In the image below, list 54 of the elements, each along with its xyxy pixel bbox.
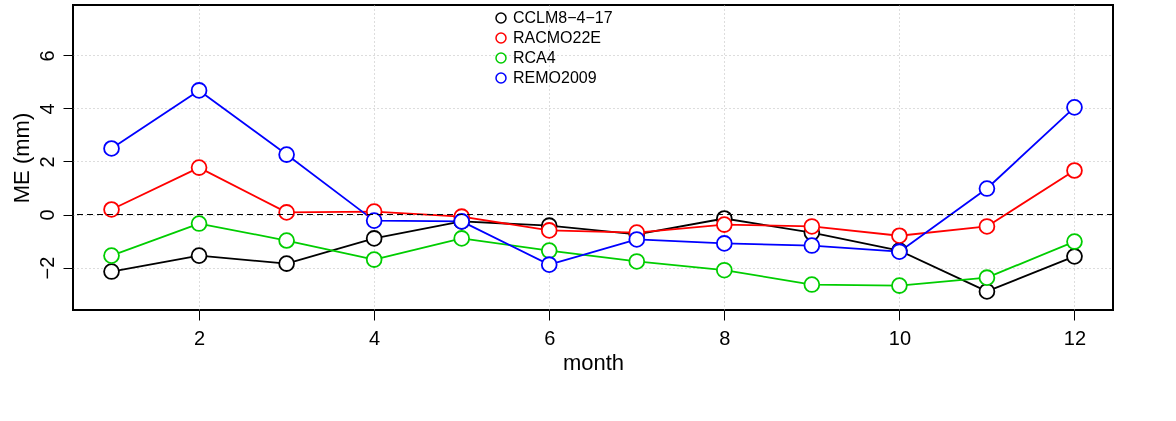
point [540, 222, 558, 239]
point [1066, 162, 1083, 179]
point [1066, 248, 1083, 265]
point [278, 232, 295, 249]
point [540, 256, 558, 273]
point [190, 215, 208, 232]
point [103, 247, 120, 264]
point [803, 237, 821, 254]
point [365, 251, 383, 268]
x-axis-title: month [562, 349, 625, 375]
point [628, 231, 646, 248]
point [978, 218, 996, 235]
point [103, 140, 120, 157]
x-tick-label: 4 [369, 326, 381, 349]
legend-label: RCA4 [513, 49, 556, 66]
point [1066, 99, 1083, 116]
y-tick-label: 4 [35, 103, 58, 115]
point [1066, 233, 1083, 250]
point [891, 277, 908, 294]
point [103, 263, 120, 280]
point [716, 261, 733, 279]
point [365, 212, 383, 229]
point [278, 204, 295, 221]
point [978, 180, 996, 197]
point [103, 201, 120, 218]
point [978, 269, 996, 286]
legend-label: RACMO22E [513, 29, 602, 46]
point [540, 242, 558, 259]
x-tick-label: 12 [1063, 326, 1087, 349]
x-tick-label: 10 [888, 326, 912, 349]
legend-label: REMO2009 [513, 69, 597, 86]
point [628, 253, 646, 270]
legend-label: CCLM8−4−17 [513, 9, 613, 26]
point [803, 276, 821, 293]
x-tick-label: 8 [719, 326, 731, 349]
point [278, 255, 295, 272]
point [716, 216, 733, 233]
point [365, 230, 383, 247]
y-tick-label: 0 [35, 209, 58, 221]
point [891, 227, 908, 245]
y-tick-label: −2 [35, 256, 58, 280]
point [716, 235, 733, 252]
point [803, 218, 821, 235]
x-tick-label: 6 [544, 326, 556, 349]
point [278, 146, 295, 163]
point [190, 82, 208, 99]
point [190, 247, 208, 264]
y-tick-label: 2 [35, 156, 58, 168]
y-tick-label: 6 [35, 50, 58, 62]
x-tick-label: 2 [194, 326, 206, 349]
point [190, 159, 208, 176]
y-axis-title: ME (mm) [8, 112, 34, 204]
point [978, 283, 996, 300]
point [453, 230, 470, 247]
